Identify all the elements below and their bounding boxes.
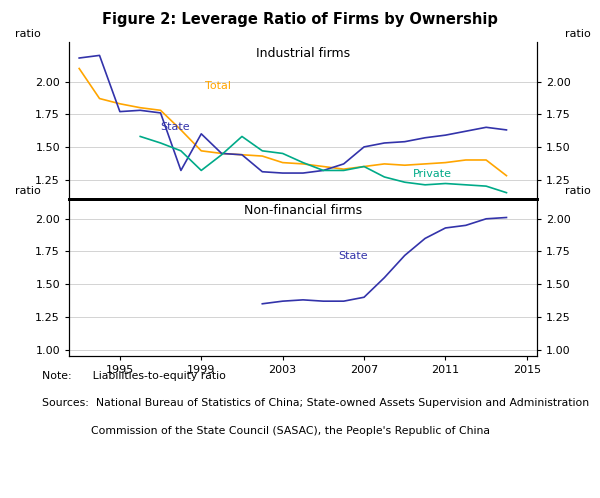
Text: ratio: ratio	[15, 186, 41, 196]
Text: Note:      Liabilities-to-equity ratio: Note: Liabilities-to-equity ratio	[42, 371, 226, 381]
Text: ratio: ratio	[565, 186, 591, 196]
Text: Sources:  National Bureau of Statistics of China; State-owned Assets Supervision: Sources: National Bureau of Statistics o…	[42, 398, 589, 408]
Text: Industrial firms: Industrial firms	[256, 47, 350, 60]
Text: ratio: ratio	[565, 29, 591, 39]
Text: Commission of the State Council (SASAC), the People's Republic of China: Commission of the State Council (SASAC),…	[42, 426, 490, 436]
Text: ratio: ratio	[15, 29, 41, 39]
Text: State: State	[160, 122, 190, 132]
Text: State: State	[338, 251, 368, 261]
Text: Total: Total	[205, 81, 231, 92]
Text: Figure 2: Leverage Ratio of Firms by Ownership: Figure 2: Leverage Ratio of Firms by Own…	[102, 12, 498, 27]
Text: Private: Private	[413, 169, 452, 179]
Text: Non-financial firms: Non-financial firms	[244, 204, 362, 217]
